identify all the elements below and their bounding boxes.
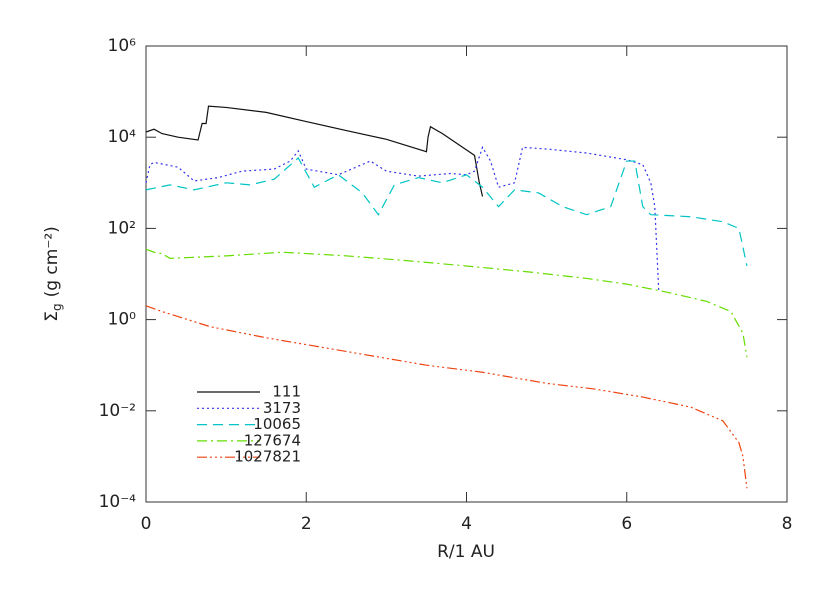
y-tick-label: 10⁻⁴ [99, 492, 137, 512]
x-axis-label: R/1 AU [437, 542, 495, 562]
y-axis-label: Σg (g cm⁻²) [42, 226, 64, 322]
x-tick-label: 0 [141, 514, 152, 534]
legend-label: 111 [272, 383, 301, 401]
y-tick-label: 10² [108, 218, 136, 238]
y-tick-label: 10⁴ [108, 127, 137, 147]
series-line [145, 145, 660, 293]
x-tick-label: 8 [782, 514, 793, 534]
series-line [145, 105, 484, 197]
y-label-unit: (g cm⁻²) [42, 226, 62, 297]
legend-label: 10065 [253, 415, 301, 433]
series-line [145, 157, 748, 267]
plot-frame [145, 45, 788, 503]
legend-label: 1027821 [234, 448, 301, 466]
legend-label: 3173 [263, 399, 301, 417]
y-label-symbol: Σ [42, 311, 62, 322]
y-tick-label: 10⁻² [99, 401, 136, 421]
y-label-subscript: g [50, 303, 64, 311]
x-tick-label: 6 [621, 514, 632, 534]
x-tick-label: 4 [461, 514, 472, 534]
series-line [145, 305, 748, 489]
x-tick-label: 2 [301, 514, 312, 534]
legend-label: 127674 [244, 431, 301, 449]
y-tick-label: 10⁰ [108, 310, 137, 330]
y-tick-label: 10⁶ [108, 36, 137, 56]
series-line [145, 248, 748, 358]
